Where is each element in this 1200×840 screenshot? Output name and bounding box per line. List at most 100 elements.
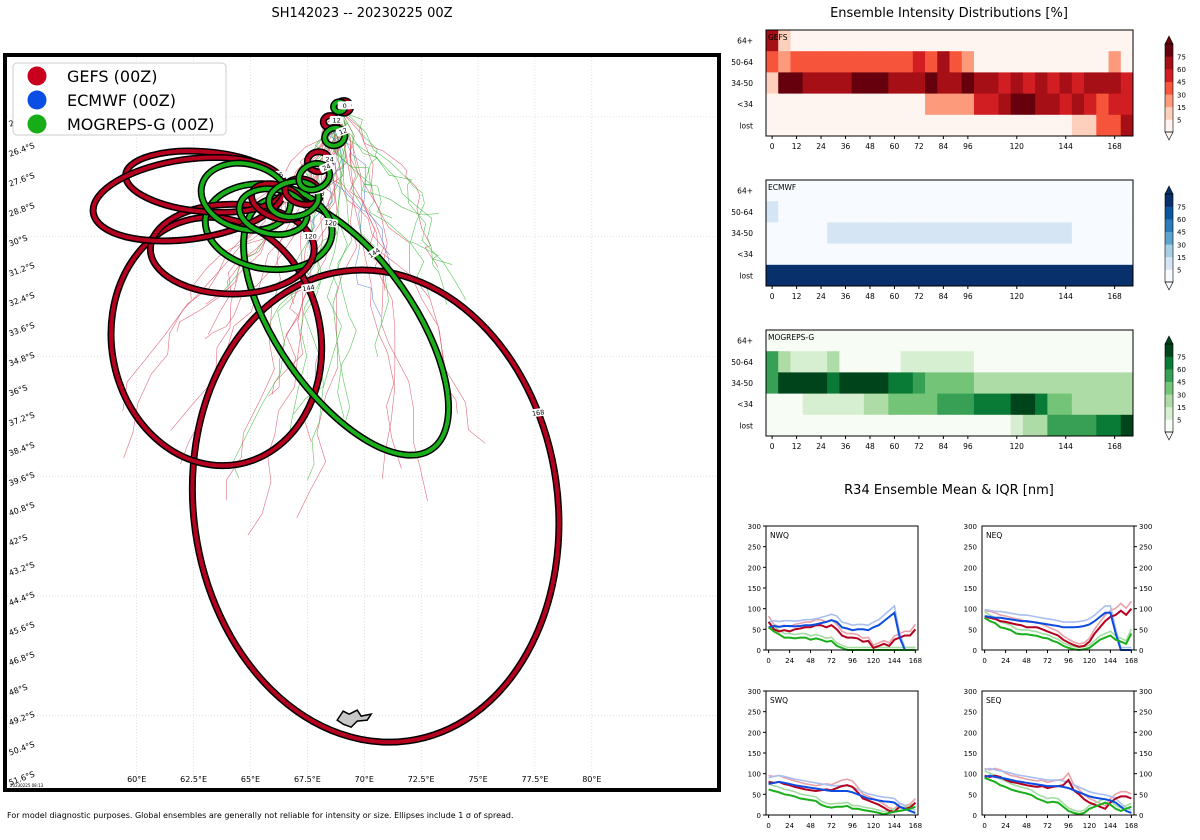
heatmap-cell bbox=[778, 30, 791, 52]
heatmap-cell bbox=[912, 72, 926, 94]
heatmap-cell bbox=[937, 264, 950, 287]
r34-y-label: 250 bbox=[1139, 709, 1152, 717]
heatmap-cell bbox=[876, 51, 889, 73]
heatmap-cell bbox=[851, 372, 865, 394]
r34-x-label: 96 bbox=[848, 657, 857, 665]
heatmap-x-label: 168 bbox=[1107, 442, 1122, 451]
heatmap-cell bbox=[863, 93, 877, 116]
heatmap-cell bbox=[937, 93, 950, 116]
ellipse-hour-label: 12 bbox=[338, 126, 349, 136]
heatmap-cell bbox=[839, 264, 853, 287]
r34-x-label: 48 bbox=[806, 657, 815, 665]
heatmap-cell bbox=[1120, 243, 1134, 266]
heatmap-cell bbox=[973, 51, 987, 73]
heatmap-x-label: 24 bbox=[816, 442, 826, 451]
heatmap-cell bbox=[876, 264, 889, 287]
r34-y-label: 200 bbox=[748, 729, 761, 737]
heatmap-cell bbox=[1035, 351, 1048, 373]
ensemble-track bbox=[341, 111, 466, 301]
heatmap-ecmwf: 64+ 50-64 34-50 <34 lost ECMWF 0 12 24 36 48 60 72 84… bbox=[731, 179, 1186, 301]
heatmap-cell bbox=[1120, 114, 1134, 137]
heatmap-cell bbox=[1096, 414, 1109, 437]
heatmap-cell bbox=[778, 222, 791, 244]
heatmap-cell bbox=[949, 201, 963, 223]
heatmap-cell bbox=[949, 330, 963, 352]
heatmap-cell bbox=[1120, 30, 1134, 52]
lon-tick-label: 62.5°E bbox=[180, 775, 207, 784]
heatmap-cell bbox=[986, 330, 999, 352]
legend-marker bbox=[27, 114, 47, 134]
heatmap-cell bbox=[1071, 372, 1085, 394]
ellipse-gefs bbox=[109, 215, 324, 468]
heatmap-cell bbox=[998, 243, 1012, 266]
r34-y-label-left: 200 bbox=[964, 564, 977, 572]
heatmap-cell bbox=[961, 93, 975, 116]
heatmap-cell bbox=[766, 330, 779, 352]
heatmap-cell bbox=[1010, 351, 1024, 373]
heatmap-model-label: MOGREPS-G bbox=[768, 333, 814, 342]
heatmap-frame bbox=[765, 179, 1134, 287]
heatmap-cell bbox=[1010, 30, 1024, 52]
r34-title: R34 Ensemble Mean & IQR [nm] bbox=[844, 483, 1054, 498]
ellipse-hour-label: 24 bbox=[325, 155, 333, 163]
ensemble-track bbox=[337, 111, 447, 305]
heatmap-cell bbox=[949, 222, 963, 244]
ellipse-mogreps-g bbox=[266, 179, 321, 219]
heatmap-cell bbox=[802, 180, 816, 202]
r34-x-label: 0 bbox=[982, 822, 986, 830]
heatmap-cell bbox=[876, 72, 889, 94]
heatmap-cell bbox=[973, 351, 987, 373]
heatmap-cell bbox=[814, 51, 828, 73]
heatmap-cell bbox=[851, 180, 865, 202]
heatmap-cell bbox=[827, 222, 840, 244]
heatmap-cell bbox=[1035, 93, 1048, 116]
intensity-row-label: lost bbox=[739, 271, 753, 280]
r34-x-label: 72 bbox=[1043, 657, 1052, 665]
ensemble-track bbox=[302, 111, 342, 279]
colorbar-label: 45 bbox=[1177, 229, 1186, 237]
heatmap-cell bbox=[814, 180, 828, 202]
heatmap-x-label: 60 bbox=[890, 442, 900, 451]
heatmap-cell bbox=[888, 201, 901, 223]
heatmap-cell bbox=[863, 72, 877, 94]
heatmap-cell bbox=[1047, 330, 1060, 352]
heatmap-cell bbox=[1010, 51, 1024, 73]
heatmap-cell bbox=[912, 414, 926, 437]
heatmap-cell bbox=[925, 72, 938, 94]
heatmap-x-label: 144 bbox=[1059, 292, 1074, 301]
heatmap-cell bbox=[814, 222, 828, 244]
heatmap-cell bbox=[986, 51, 999, 73]
heatmap-cell bbox=[863, 222, 877, 244]
heatmap-cell bbox=[766, 72, 779, 94]
heatmap-cell bbox=[802, 393, 816, 416]
r34-quadrant-label: NWQ bbox=[770, 531, 789, 540]
heatmap-cell bbox=[839, 114, 853, 137]
heatmap-cell bbox=[1035, 414, 1048, 437]
heatmap-cell bbox=[1022, 30, 1036, 52]
colorbar-label: 75 bbox=[1177, 354, 1186, 362]
heatmap-cell bbox=[814, 93, 828, 116]
heatmap-cell bbox=[778, 414, 791, 437]
r34-quadrant-label: NEQ bbox=[986, 531, 1002, 540]
heatmap-cell bbox=[766, 51, 779, 73]
heatmap-cell bbox=[863, 264, 877, 287]
heatmap-cell bbox=[766, 201, 779, 223]
heatmap-cell bbox=[778, 243, 791, 266]
heatmap-cell bbox=[876, 351, 889, 373]
heatmap-cell bbox=[973, 372, 987, 394]
colorbar-segment bbox=[1165, 406, 1173, 420]
heatmap-cell bbox=[937, 72, 950, 94]
colorbar-segment bbox=[1165, 219, 1173, 233]
colorbar-segment bbox=[1165, 69, 1173, 83]
heatmap-cell bbox=[790, 372, 804, 394]
heatmap-x-label: 24 bbox=[816, 142, 826, 151]
r34-y-label: 100 bbox=[1139, 771, 1152, 779]
heatmap-cell bbox=[973, 393, 987, 416]
heatmap-cell bbox=[827, 201, 840, 223]
r34-x-label: 144 bbox=[1104, 657, 1118, 665]
heatmap-cell bbox=[839, 180, 853, 202]
r34-y-label: 100 bbox=[748, 606, 761, 614]
heatmap-cell bbox=[900, 72, 914, 94]
r34-panel-nwq: NWQ 0 24 48 72 96 120 144 168 0 50 100 150 200 250 300 bbox=[748, 523, 922, 665]
heatmap-cell bbox=[802, 414, 816, 437]
